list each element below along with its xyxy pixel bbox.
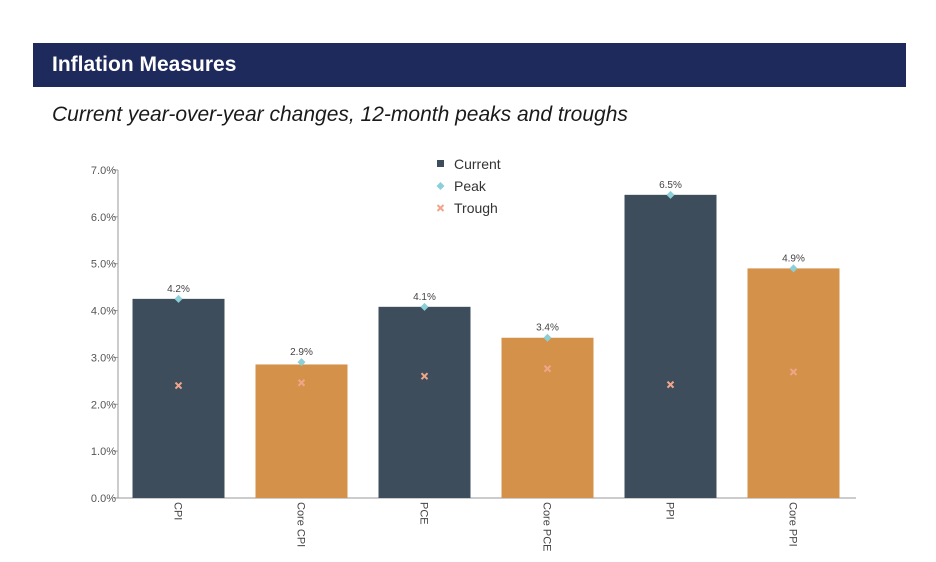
bar-core-pce: [501, 337, 594, 498]
trough-marker: [666, 380, 675, 389]
legend-label-peak: Peak: [454, 178, 487, 194]
peak-marker: [543, 333, 552, 342]
page-title: Inflation Measures: [52, 53, 237, 76]
legend-label-trough: Trough: [454, 200, 498, 216]
header-bar: Inflation Measures: [33, 43, 906, 87]
chart-subtitle: Current year-over-year changes, 12-month…: [52, 103, 628, 126]
x-tick-label: Core CPI: [295, 502, 307, 547]
legend-label-current: Current: [454, 156, 501, 172]
bar-cpi: [132, 298, 225, 498]
y-tick-label: 6.0%: [91, 212, 116, 224]
bar-pce: [378, 306, 471, 498]
y-tick-label: 2.0%: [91, 399, 116, 411]
x-tick-label: PPI: [664, 502, 676, 520]
peak-marker: [420, 302, 429, 311]
y-tick-label: 7.0%: [91, 165, 116, 177]
peak-marker: [666, 190, 675, 199]
trough-marker: [297, 379, 306, 387]
y-tick-label: 5.0%: [91, 259, 116, 271]
bar-core-cpi: [255, 364, 348, 498]
peak-marker: [789, 264, 798, 273]
peak-marker: [297, 358, 306, 367]
data-label: 6.5%: [659, 180, 682, 191]
x-tick-label: PCE: [418, 502, 430, 525]
data-label: 4.1%: [413, 292, 436, 303]
y-tick-label: 0.0%: [91, 493, 116, 505]
data-label: 4.9%: [782, 253, 805, 264]
trough-marker: [420, 372, 429, 380]
y-tick-label: 1.0%: [91, 446, 116, 458]
bar-core-ppi: [747, 268, 840, 498]
x-tick-label: Core PPI: [787, 502, 799, 547]
trough-marker: [543, 364, 552, 373]
y-tick-label: 4.0%: [91, 306, 116, 318]
data-label: 2.9%: [290, 347, 313, 358]
legend-peak-swatch: [436, 182, 445, 190]
peak-marker: [174, 294, 183, 303]
trough-marker: [789, 368, 798, 376]
trough-marker: [174, 381, 183, 390]
legend-current-swatch: [437, 160, 444, 167]
x-tick-label: CPI: [172, 502, 184, 520]
x-tick-label: Core PCE: [541, 502, 553, 552]
data-label: 4.2%: [167, 284, 190, 295]
legend-trough-swatch: [436, 204, 445, 212]
bar-ppi: [624, 194, 717, 498]
data-label: 3.4%: [536, 323, 559, 334]
y-tick-label: 3.0%: [91, 352, 116, 364]
